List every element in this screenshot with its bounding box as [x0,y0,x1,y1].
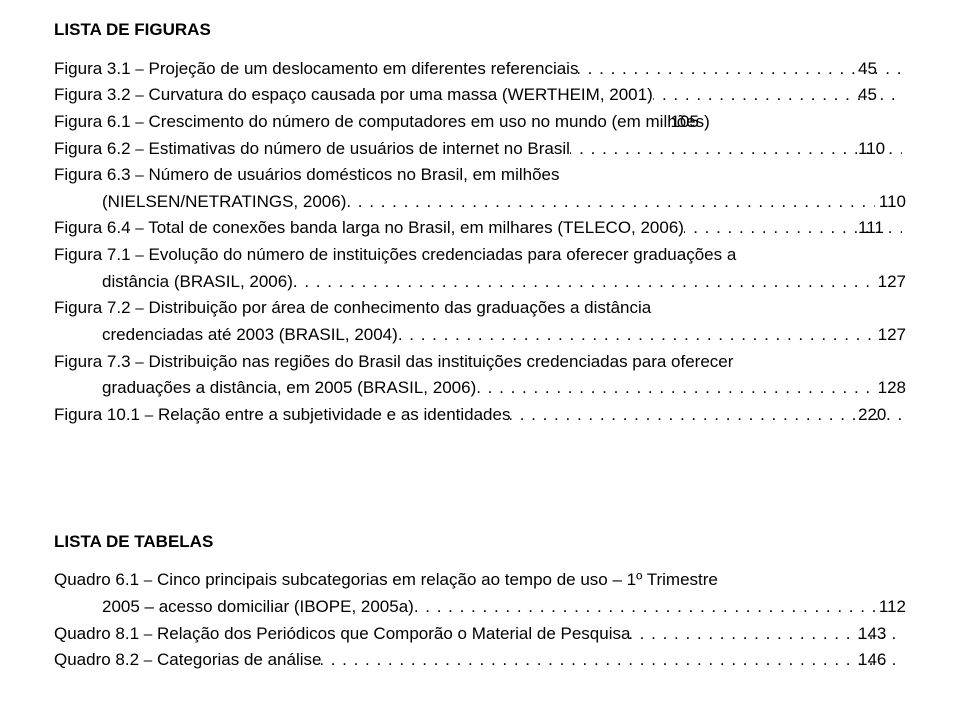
toc-line-text: Quadro 8.1 ⎯ Relação dos Periódicos que … [102,622,630,647]
toc-page: 127 [874,323,906,348]
toc-page: 45 [902,57,906,82]
toc-entry-fig-7-3-cont: graduações a distância, em 2005 (BRASIL,… [54,376,906,401]
toc-page: 220 [902,403,906,428]
toc-entry-fig-7-1: Figura 7.1 ⎯ Evolução do número de insti… [54,243,906,268]
toc-line-text: graduações a distância, em 2005 (BRASIL,… [102,376,476,401]
leader-dots [510,403,902,428]
toc-line-text: Figura 7.3 ⎯ Distribuição nas regiões do… [54,352,733,371]
toc-line-text: 2005 – acesso domiciliar (IBOPE, 2005a) [102,595,414,620]
section-gap [54,430,906,530]
toc-entry-fig-6-4: Figura 6.4 ⎯ Total de conexões banda lar… [54,216,906,241]
toc-line-text: Figura 6.2 ⎯ Estimativas do número de us… [102,137,570,162]
toc-entry-fig-6-3-cont: (NIELSEN/NETRATINGS, 2006) 110 [54,190,906,215]
toc-entry-fig-7-3: Figura 7.3 ⎯ Distribuição nas regiões do… [54,350,906,375]
leader-dots [414,595,875,620]
leader-dots [293,270,874,295]
toc-line-text: Figura 3.1 ⎯ Projeção de um deslocamento… [102,57,578,82]
toc-page: 127 [874,270,906,295]
toc-entry-quadro-6-1-cont: 2005 – acesso domiciliar (IBOPE, 2005a) … [54,595,906,620]
toc-line-text: Figura 6.4 ⎯ Total de conexões banda lar… [102,216,684,241]
leader-dots [570,137,902,162]
leader-dots [398,323,874,348]
toc-entry-quadro-8-1: Quadro 8.1 ⎯ Relação dos Periódicos que … [54,622,906,647]
toc-entry-fig-7-1-cont: distância (BRASIL, 2006) 127 [54,270,906,295]
toc-line-text: Figura 7.2 ⎯ Distribuição por área de co… [54,298,651,317]
toc-entry-quadro-6-1: Quadro 6.1 ⎯ Cinco principais subcategor… [54,568,906,593]
toc-line-text: credenciadas até 2003 (BRASIL, 2004) [102,323,398,348]
leader-dots [476,376,873,401]
toc-line-text: Figura 6.1 ⎯ Crescimento do número de co… [102,110,710,135]
toc-page: 143 [902,622,906,647]
toc-entry-fig-7-2: Figura 7.2 ⎯ Distribuição por área de co… [54,296,906,321]
toc-line-text: Figura 7.1 ⎯ Evolução do número de insti… [54,245,736,264]
toc-entry-fig-6-3: Figura 6.3 ⎯ Número de usuários doméstic… [54,163,906,188]
toc-page: 45 [902,83,906,108]
toc-line-text: Figura 10.1 ⎯ Relação entre a subjetivid… [102,403,510,428]
toc-entry-fig-6-1: Figura 6.1 ⎯ Crescimento do número de co… [54,110,906,135]
toc-page: 146 [902,648,906,673]
leader-dots [578,57,902,82]
toc-line-text: Figura 3.2 ⎯ Curvatura do espaço causada… [102,83,653,108]
toc-entry-fig-6-2: Figura 6.2 ⎯ Estimativas do número de us… [54,137,906,162]
toc-page: 110 [902,137,906,162]
toc-page: 110 [875,190,906,215]
toc-entry-fig-7-2-cont: credenciadas até 2003 (BRASIL, 2004) 127 [54,323,906,348]
toc-page: 105 [710,110,714,135]
toc-entry-fig-10-1: Figura 10.1 ⎯ Relação entre a subjetivid… [54,403,906,428]
toc-line-text: distância (BRASIL, 2006) [102,270,293,295]
toc-entry-fig-3-2: Figura 3.2 ⎯ Curvatura do espaço causada… [54,83,906,108]
heading-figures: LISTA DE FIGURAS [54,18,906,43]
toc-page: 128 [874,376,906,401]
toc-entry-fig-3-1: Figura 3.1 ⎯ Projeção de um deslocamento… [54,57,906,82]
toc-page: 111 [902,216,906,241]
toc-line-text: (NIELSEN/NETRATINGS, 2006) [102,190,346,215]
toc-page: 112 [875,595,906,620]
leader-dots [346,190,875,215]
toc-line-text: Figura 6.3 ⎯ Número de usuários doméstic… [54,165,560,184]
toc-line-text: Quadro 8.2 ⎯ Categorias de análise [102,648,321,673]
leader-dots [321,648,902,673]
toc-line-text: Quadro 6.1 ⎯ Cinco principais subcategor… [54,570,718,589]
heading-tables: LISTA DE TABELAS [54,530,906,555]
toc-entry-quadro-8-2: Quadro 8.2 ⎯ Categorias de análise 146 [54,648,906,673]
